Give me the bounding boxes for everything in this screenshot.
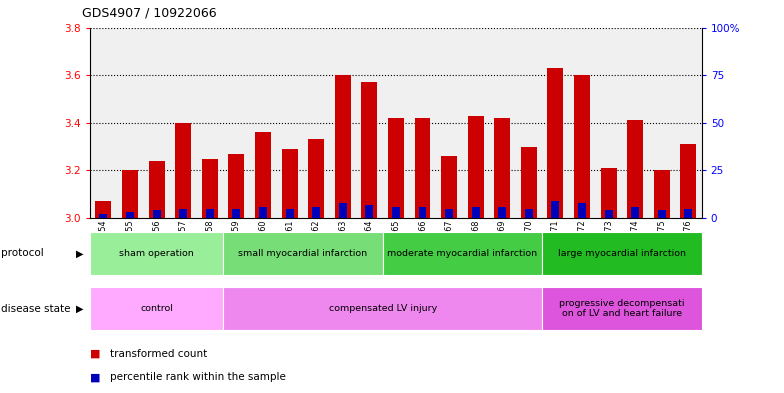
Text: ▶: ▶ xyxy=(76,303,84,314)
Bar xyxy=(312,207,320,218)
Bar xyxy=(90,232,223,275)
Bar xyxy=(100,214,107,218)
Bar xyxy=(388,118,404,218)
Bar xyxy=(285,209,293,218)
Bar xyxy=(228,154,245,218)
Bar xyxy=(604,211,612,218)
Bar xyxy=(551,201,560,218)
Bar xyxy=(684,209,692,218)
Bar xyxy=(96,202,111,218)
Bar xyxy=(521,147,537,218)
Bar xyxy=(255,132,271,218)
Bar xyxy=(176,123,191,218)
Bar xyxy=(232,209,241,218)
Bar xyxy=(90,287,223,330)
Bar xyxy=(126,212,134,218)
Text: small myocardial infarction: small myocardial infarction xyxy=(238,249,368,258)
Bar xyxy=(472,207,480,218)
Bar xyxy=(524,209,533,218)
Bar xyxy=(335,75,350,218)
Bar xyxy=(180,209,187,218)
Text: large myocardial infarction: large myocardial infarction xyxy=(558,249,686,258)
Bar xyxy=(681,144,696,218)
Bar xyxy=(149,161,165,218)
Text: ▶: ▶ xyxy=(76,248,84,259)
Bar xyxy=(339,203,347,218)
Bar xyxy=(259,207,267,218)
Bar xyxy=(281,149,298,218)
Text: moderate myocardial infarction: moderate myocardial infarction xyxy=(387,249,538,258)
Bar xyxy=(543,287,702,330)
Text: ■: ■ xyxy=(90,372,100,382)
Bar xyxy=(122,171,138,218)
Bar xyxy=(223,287,543,330)
Bar xyxy=(658,211,666,218)
Bar xyxy=(601,168,616,218)
Bar xyxy=(468,116,484,218)
Bar xyxy=(206,209,214,218)
Bar xyxy=(543,232,702,275)
Bar xyxy=(223,232,383,275)
Bar xyxy=(631,207,639,218)
Bar xyxy=(419,207,426,218)
Bar xyxy=(654,171,670,218)
Bar xyxy=(383,232,543,275)
Text: protocol: protocol xyxy=(1,248,44,259)
Bar xyxy=(494,118,510,218)
Text: sham operation: sham operation xyxy=(119,249,194,258)
Bar xyxy=(153,211,161,218)
Bar xyxy=(499,207,506,218)
Text: percentile rank within the sample: percentile rank within the sample xyxy=(110,372,285,382)
Bar xyxy=(578,203,586,218)
Bar xyxy=(308,140,324,218)
Bar xyxy=(627,120,643,218)
Bar xyxy=(445,209,453,218)
Bar xyxy=(574,75,590,218)
Text: transformed count: transformed count xyxy=(110,349,207,359)
Text: ■: ■ xyxy=(90,349,100,359)
Bar xyxy=(441,156,457,218)
Bar xyxy=(547,68,564,218)
Bar xyxy=(201,158,218,218)
Text: control: control xyxy=(140,304,173,313)
Bar xyxy=(361,82,377,218)
Bar xyxy=(415,118,430,218)
Bar xyxy=(392,207,400,218)
Text: compensated LV injury: compensated LV injury xyxy=(328,304,437,313)
Bar xyxy=(365,205,373,218)
Text: progressive decompensati
on of LV and heart failure: progressive decompensati on of LV and he… xyxy=(559,299,684,318)
Text: GDS4907 / 10922066: GDS4907 / 10922066 xyxy=(82,7,217,20)
Text: disease state: disease state xyxy=(1,303,71,314)
